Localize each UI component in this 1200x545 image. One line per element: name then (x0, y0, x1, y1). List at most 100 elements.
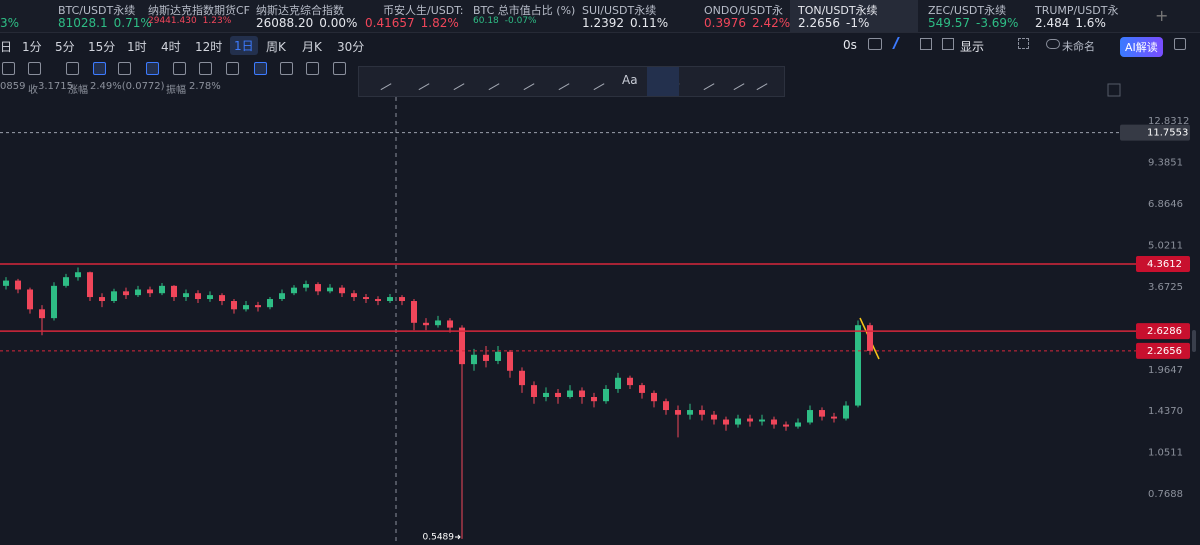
timeframe[interactable]: 1日 (230, 36, 258, 55)
draw-icon[interactable] (892, 37, 910, 49)
ticker-symbol[interactable]: 纳斯达克指数期货CF (148, 4, 251, 17)
ticker-change[interactable]: -3.69% (976, 16, 1019, 30)
expand-icon[interactable] (1018, 38, 1029, 49)
layout-name[interactable]: 未命名 (1062, 40, 1095, 53)
tool-icon[interactable] (333, 62, 346, 75)
timeframe[interactable]: 日 (0, 40, 13, 54)
tool-icon[interactable] (66, 62, 79, 75)
last-price-label: 2.2656 (1147, 346, 1182, 357)
candle-body (87, 272, 93, 298)
ticker-symbol[interactable]: TRUMP/USDT永 (1035, 4, 1119, 17)
ticker-price[interactable]: 2.484 (1035, 16, 1070, 30)
tool-icon[interactable] (280, 62, 293, 75)
ticker-symbol[interactable]: BTC/USDT永续 (58, 4, 136, 17)
ticker-quote: 3% (0, 16, 19, 30)
ticker-symbol[interactable]: SUI/USDT永续 (582, 4, 657, 17)
ticker-symbol[interactable]: BTC 总市值占比 (%) (473, 4, 576, 17)
timeframe[interactable]: 1分 (22, 40, 42, 54)
scroll-handle[interactable] (1192, 330, 1196, 352)
tool-icon[interactable] (173, 62, 186, 75)
ticker-price[interactable]: 0.3976 (704, 16, 746, 30)
ticker-price[interactable]: 2.2656 (798, 16, 840, 30)
level-label: 11.7553 (1147, 128, 1188, 139)
timeframe[interactable]: 15分 (88, 40, 116, 54)
candle-body (867, 325, 873, 351)
ticker-symbol[interactable]: 纳斯达克综合指数 (256, 4, 344, 17)
timeframe[interactable]: 30分 (337, 40, 365, 54)
timeframe[interactable]: 月K (302, 40, 322, 54)
ticker-change[interactable]: 3% (0, 16, 20, 30)
candle-body (747, 418, 753, 422)
ticker-change[interactable]: 1.6% (1075, 16, 1106, 30)
candle-body (795, 422, 801, 427)
ticker-symbol[interactable]: ZEC/USDT永续 (928, 4, 1007, 17)
tool-icon[interactable] (199, 62, 212, 75)
draw-tool-icon[interactable] (552, 72, 570, 91)
y-tick-label: 1.0511 (1148, 448, 1183, 459)
ai-button[interactable]: AI解读 (1120, 37, 1163, 57)
ticker-price[interactable]: 26088.20 (256, 16, 314, 30)
ticker-symbol[interactable]: TON/USDT永续 (798, 4, 878, 17)
ticker-price[interactable]: 549.57 (928, 16, 970, 30)
ticker-change[interactable]: -1% (846, 16, 870, 30)
draw-tool-icon[interactable] (374, 72, 392, 91)
ticker-price[interactable]: 81028.1 (58, 16, 108, 30)
candle-body (111, 291, 117, 302)
settings-icon[interactable] (1174, 38, 1186, 50)
candle-body (699, 410, 705, 415)
tool-icon[interactable] (93, 62, 106, 75)
ticker-change[interactable]: 1.82% (420, 16, 459, 30)
draw-tool-icon[interactable] (517, 72, 535, 91)
timeframe[interactable]: 4时 (161, 40, 181, 54)
level-tag (1136, 323, 1190, 340)
tool-icon[interactable] (226, 62, 239, 75)
draw-tool-icon[interactable] (412, 72, 430, 91)
draw-tool-icon[interactable] (750, 72, 768, 91)
draw-tool-icon[interactable] (447, 72, 465, 91)
ticker-change[interactable]: 2.42% (752, 16, 791, 30)
ticker-price[interactable]: 60.18 (473, 16, 499, 26)
crosshair-tool[interactable] (647, 67, 679, 96)
candle-body (687, 410, 693, 415)
tool-icon[interactable] (306, 62, 319, 75)
ticker-change[interactable]: 0.71% (113, 16, 152, 30)
tool-icon[interactable] (146, 62, 159, 75)
ticker-price[interactable]: 29441.430 (148, 16, 197, 26)
timeframe[interactable]: 12时 (195, 40, 223, 54)
ticker-price[interactable]: 0.41657 (365, 16, 415, 30)
replay-icon[interactable] (920, 38, 932, 50)
tool-icon[interactable] (118, 62, 131, 75)
text-tool[interactable]: Aa (622, 73, 638, 87)
candle-body (543, 392, 549, 397)
display-button[interactable]: 显示 (960, 40, 985, 54)
ticker-change[interactable]: 0.00% (319, 16, 358, 30)
ticker-change[interactable]: 0.11% (630, 16, 669, 30)
candle-body (75, 272, 81, 278)
ticker-quote: 0.3976 2.42% (704, 16, 790, 30)
add-ticker[interactable]: + (1155, 6, 1169, 25)
timeframe[interactable]: 周K (266, 40, 286, 54)
ticker-change[interactable]: 1.23% (202, 16, 232, 26)
draw-tool-icon[interactable] (727, 72, 745, 91)
draw-tool-icon[interactable] (482, 72, 500, 91)
draw-tool-icon[interactable] (697, 72, 715, 91)
candle-body (615, 377, 621, 389)
candle-body (711, 414, 717, 420)
ticker-price[interactable]: 1.2392 (582, 16, 624, 30)
ticker-bar: 3% BTC/USDT永续 81028.1 0.71% 纳斯达克指数期货CF 29441.… (0, 0, 1200, 33)
tool-icon[interactable] (28, 62, 41, 75)
ticker-change[interactable]: -0.07% (504, 16, 537, 26)
tool-icon[interactable] (254, 62, 267, 75)
timeframe[interactable]: 5分 (55, 40, 75, 54)
candle-body (399, 297, 405, 302)
draw-tool-icon[interactable] (587, 72, 605, 91)
fullscreen-icon[interactable] (1107, 83, 1121, 97)
ticker-symbol[interactable]: ONDO/USDT永 (704, 4, 783, 17)
ticker-symbol[interactable]: 币安人生/USDT: (383, 4, 464, 17)
tool-icon[interactable] (2, 62, 15, 75)
camera-icon[interactable] (868, 38, 882, 50)
display-icon[interactable] (942, 38, 954, 50)
ticker-quote: 60.18 -0.07% (473, 16, 537, 26)
ticker-quote: 0.41657 1.82% (365, 16, 459, 30)
timeframe[interactable]: 1时 (127, 40, 147, 54)
